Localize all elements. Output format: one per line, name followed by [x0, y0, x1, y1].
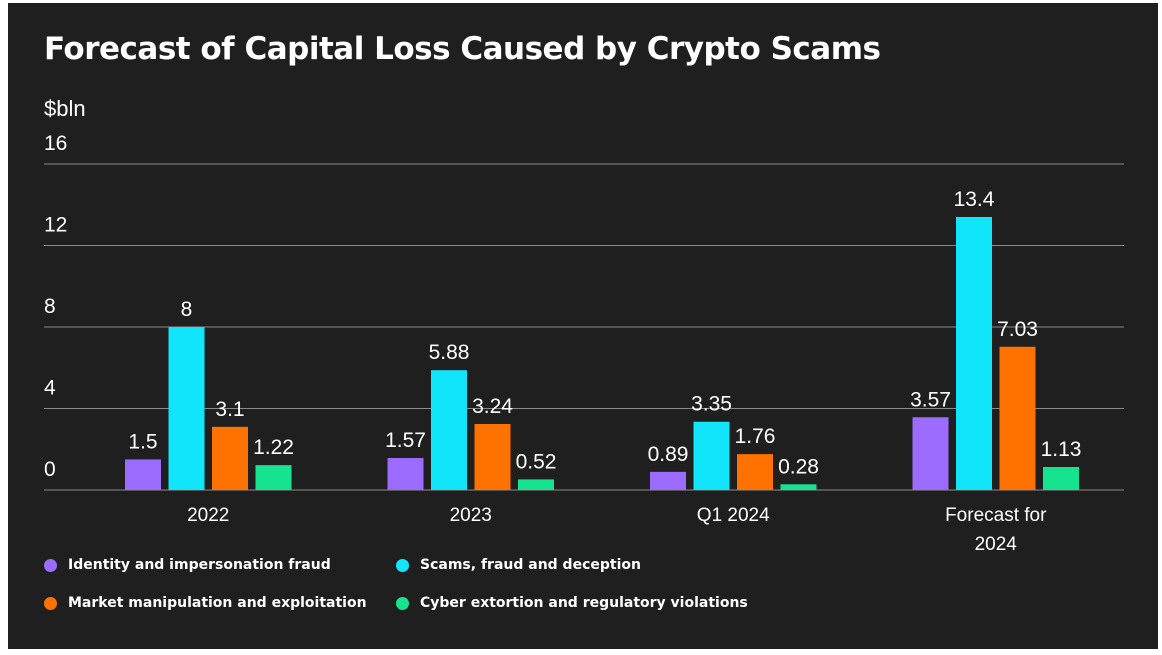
legend-item-market: Market manipulation and exploitation [44, 595, 367, 611]
x-tick-label-2-0: Q1 2024 [697, 505, 770, 526]
legend-label-identity: Identity and impersonation fraud [68, 557, 331, 573]
bar-market-0 [212, 426, 248, 490]
legend-swatch-identity [44, 558, 57, 572]
legend-label-market: Market manipulation and exploitation [68, 595, 367, 611]
bar-market-3 [999, 346, 1036, 490]
data-label-market-2: 1.76 [735, 425, 776, 448]
bar-identity-0 [125, 459, 161, 490]
bar-cyber-1 [518, 479, 554, 490]
chart-panel: Forecast of Capital Loss Caused by Crypt… [8, 3, 1158, 649]
data-label-identity-0: 1.5 [128, 430, 157, 453]
data-label-scams-2: 3.35 [691, 393, 732, 416]
bar-cyber-0 [255, 465, 292, 490]
legend-swatch-cyber [396, 596, 409, 610]
legend-item-scams: Scams, fraud and deception [396, 557, 641, 573]
bar-scams-3 [956, 216, 992, 490]
data-label-market-1: 3.24 [472, 395, 513, 418]
bar-market-1 [474, 423, 511, 490]
data-label-cyber-1: 0.52 [516, 450, 557, 473]
legend-label-scams: Scams, fraud and deception [420, 557, 641, 573]
legend-item-cyber: Cyber extortion and regulatory violation… [396, 595, 748, 611]
legend-item-identity: Identity and impersonation fraud [44, 557, 331, 573]
data-label-identity-2: 0.89 [648, 443, 689, 466]
x-tick-label-0-0: 2022 [187, 505, 229, 526]
x-tick-label-1-0: 2023 [450, 505, 492, 526]
bar-cyber-2 [780, 484, 817, 490]
data-label-cyber-2: 0.28 [778, 455, 819, 478]
bar-chart: $bln 0 4 8 12 16 1.5 8 3.1 1.22 2022 1.57 5.88 3.24 0.… [44, 96, 1124, 555]
y-axis-label: $bln [44, 96, 86, 121]
y-tick-label-16: 16 [44, 132, 67, 155]
legend-swatch-scams [396, 558, 409, 572]
legend-swatch-market [44, 596, 57, 610]
data-label-scams-1: 5.88 [429, 341, 470, 364]
bar-identity-2 [650, 471, 686, 490]
data-label-cyber-3: 1.13 [1041, 438, 1082, 461]
bar-scams-0 [168, 327, 205, 490]
bar-market-2 [737, 454, 773, 490]
data-label-scams-0: 8 [181, 298, 193, 321]
data-label-identity-1: 1.57 [385, 429, 426, 452]
bar-cyber-3 [1043, 466, 1079, 490]
data-label-market-3: 7.03 [997, 318, 1038, 341]
y-tick-label-12: 12 [44, 214, 67, 237]
data-label-scams-3: 13.4 [954, 188, 995, 211]
y-tick-label-0: 0 [44, 458, 56, 481]
bar-scams-1 [431, 370, 467, 490]
data-label-identity-3: 3.57 [910, 388, 951, 411]
data-label-market-0: 3.1 [215, 398, 244, 421]
chart-title: Forecast of Capital Loss Caused by Crypt… [44, 31, 881, 67]
y-tick-label-8: 8 [44, 295, 56, 318]
bar-identity-1 [387, 458, 424, 490]
bar-scams-2 [693, 421, 730, 490]
legend-label-cyber: Cyber extortion and regulatory violation… [420, 595, 748, 611]
x-tick-label-3-1: 2024 [975, 534, 1018, 555]
data-label-cyber-0: 1.22 [253, 436, 294, 459]
y-tick-label-4: 4 [44, 377, 56, 400]
bar-identity-3 [912, 417, 949, 490]
x-tick-label-3-0: Forecast for [945, 505, 1047, 526]
